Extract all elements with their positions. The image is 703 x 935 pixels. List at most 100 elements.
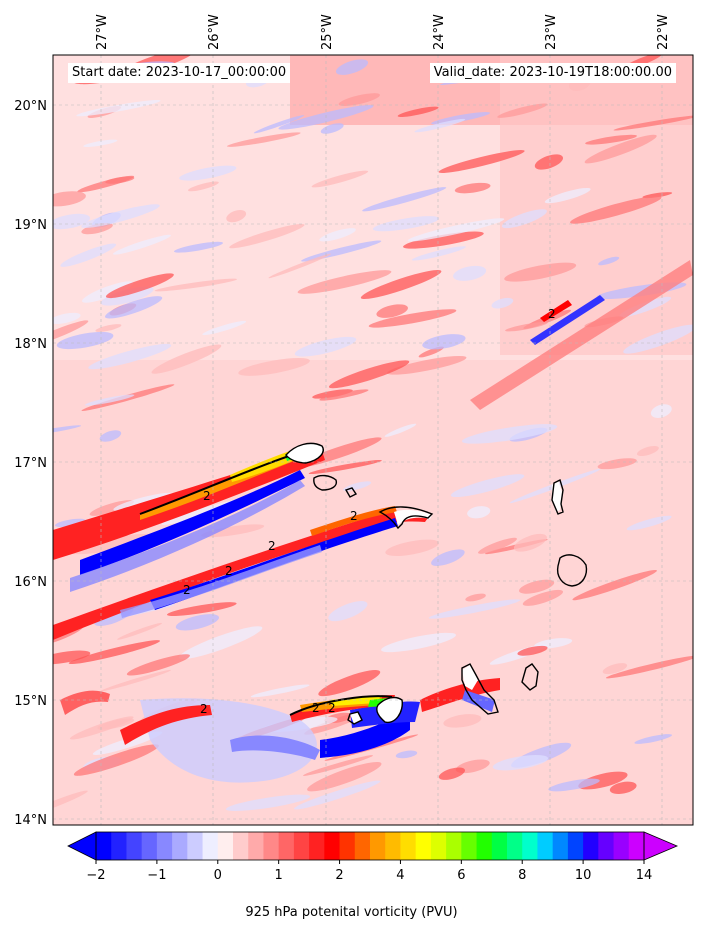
colorbar-swatch bbox=[96, 832, 112, 860]
pv-streak bbox=[381, 632, 456, 653]
contour-label: 2 bbox=[350, 509, 358, 523]
colorbar-swatch bbox=[187, 832, 204, 860]
contour-label: 2 bbox=[200, 702, 208, 716]
pv-streak bbox=[534, 638, 573, 649]
pv-streak bbox=[478, 537, 517, 554]
contour-label: 2 bbox=[328, 701, 336, 715]
pv-streak bbox=[387, 355, 467, 375]
pv-streak bbox=[431, 112, 491, 125]
pv-streak bbox=[60, 243, 117, 267]
pv-streak bbox=[154, 278, 237, 292]
pv-streak bbox=[84, 394, 135, 406]
colorbar-swatch bbox=[400, 832, 417, 860]
colorbar-swatch bbox=[537, 832, 554, 860]
lon-label: 26°W bbox=[207, 14, 222, 50]
pv-streak bbox=[431, 549, 465, 566]
pv-streak bbox=[303, 755, 373, 776]
colorbar-extend-min bbox=[67, 831, 97, 861]
colorbar-swatch bbox=[309, 832, 325, 860]
pv-streak bbox=[105, 176, 135, 184]
colorbar-tick-label: −1 bbox=[147, 868, 166, 883]
colorbar-swatch bbox=[324, 832, 341, 860]
pv-streak bbox=[438, 149, 525, 174]
lat-label: 17°N bbox=[14, 456, 47, 471]
pv-streak bbox=[613, 115, 693, 131]
pv-streak bbox=[307, 761, 382, 792]
pv-streak bbox=[226, 209, 247, 223]
pv-streak bbox=[226, 132, 301, 147]
pv-streak bbox=[403, 231, 484, 249]
pv-streak bbox=[605, 655, 693, 679]
colorbar-swatch bbox=[491, 832, 508, 860]
contour-label: 2 bbox=[203, 489, 211, 503]
pv-streak bbox=[97, 718, 135, 730]
plot-frame bbox=[52, 54, 694, 826]
pv-streak bbox=[113, 492, 175, 511]
colorbar-tick-label: 0 bbox=[214, 868, 222, 883]
pv-streak bbox=[126, 654, 190, 676]
pv-streak bbox=[175, 614, 220, 631]
pv-streak bbox=[360, 269, 442, 300]
pv-streak bbox=[467, 506, 491, 519]
pv-streak bbox=[68, 640, 161, 665]
lat-label: 14°N bbox=[14, 813, 47, 828]
contour-label: 2 bbox=[312, 701, 320, 715]
pv-streak bbox=[623, 324, 693, 354]
pv-streak bbox=[268, 253, 332, 279]
pv-streak bbox=[179, 165, 237, 181]
pv-streak bbox=[297, 270, 392, 294]
pv-streak bbox=[53, 213, 90, 230]
pv-streak bbox=[585, 134, 638, 145]
pv-streak bbox=[173, 241, 224, 253]
colorbar-tick-label: 8 bbox=[518, 868, 526, 883]
pv-streak bbox=[598, 256, 620, 266]
lon-label: 25°W bbox=[320, 14, 335, 50]
pv-streak bbox=[294, 336, 357, 357]
lon-label: 24°W bbox=[432, 14, 447, 50]
pv-streak bbox=[82, 281, 134, 303]
pv-streak bbox=[320, 123, 344, 134]
pv-streak bbox=[112, 234, 171, 255]
pv-streak bbox=[105, 273, 174, 299]
pv-streak bbox=[492, 755, 549, 771]
colorbar-tick-label: 10 bbox=[575, 868, 592, 883]
colorbar-swatch bbox=[217, 832, 234, 860]
pv-streak bbox=[104, 296, 163, 319]
pv-streak bbox=[505, 321, 548, 332]
lat-label: 19°N bbox=[14, 218, 47, 233]
pv-streak bbox=[76, 99, 161, 117]
pv-streak bbox=[319, 389, 369, 401]
lat-label: 18°N bbox=[14, 337, 47, 352]
colorbar-swatch bbox=[522, 832, 538, 860]
pv-streak bbox=[99, 430, 122, 442]
pv-streak bbox=[312, 389, 353, 399]
pv-streak bbox=[491, 297, 514, 309]
pv-streak bbox=[117, 622, 163, 640]
pv-streak bbox=[53, 650, 91, 665]
colorbar-swatch bbox=[202, 832, 219, 860]
pv-streak bbox=[338, 93, 380, 107]
pv-streak bbox=[428, 599, 521, 619]
pv-streak bbox=[253, 115, 305, 134]
pv-streak bbox=[443, 714, 482, 728]
pv-streak bbox=[83, 139, 118, 148]
pv-streak bbox=[438, 767, 466, 780]
colorbar-tick-label: 1 bbox=[275, 868, 283, 883]
colorbar-swatch bbox=[507, 832, 523, 860]
pv-streak bbox=[53, 191, 86, 207]
pv-streak bbox=[570, 196, 662, 224]
pv-streak bbox=[411, 246, 466, 261]
pv-streak bbox=[522, 589, 564, 606]
pv-streak bbox=[335, 59, 369, 75]
pv-streak bbox=[422, 334, 466, 350]
colorbar-swatch bbox=[156, 832, 173, 860]
pv-streak bbox=[501, 209, 547, 229]
lon-label: 22°W bbox=[656, 14, 671, 50]
pv-streak bbox=[151, 344, 222, 374]
pv-streak bbox=[414, 118, 466, 133]
pv-streak bbox=[100, 286, 154, 306]
pv-streak bbox=[308, 459, 382, 475]
colorbar-swatch bbox=[293, 832, 310, 860]
pv-streak bbox=[188, 181, 219, 192]
